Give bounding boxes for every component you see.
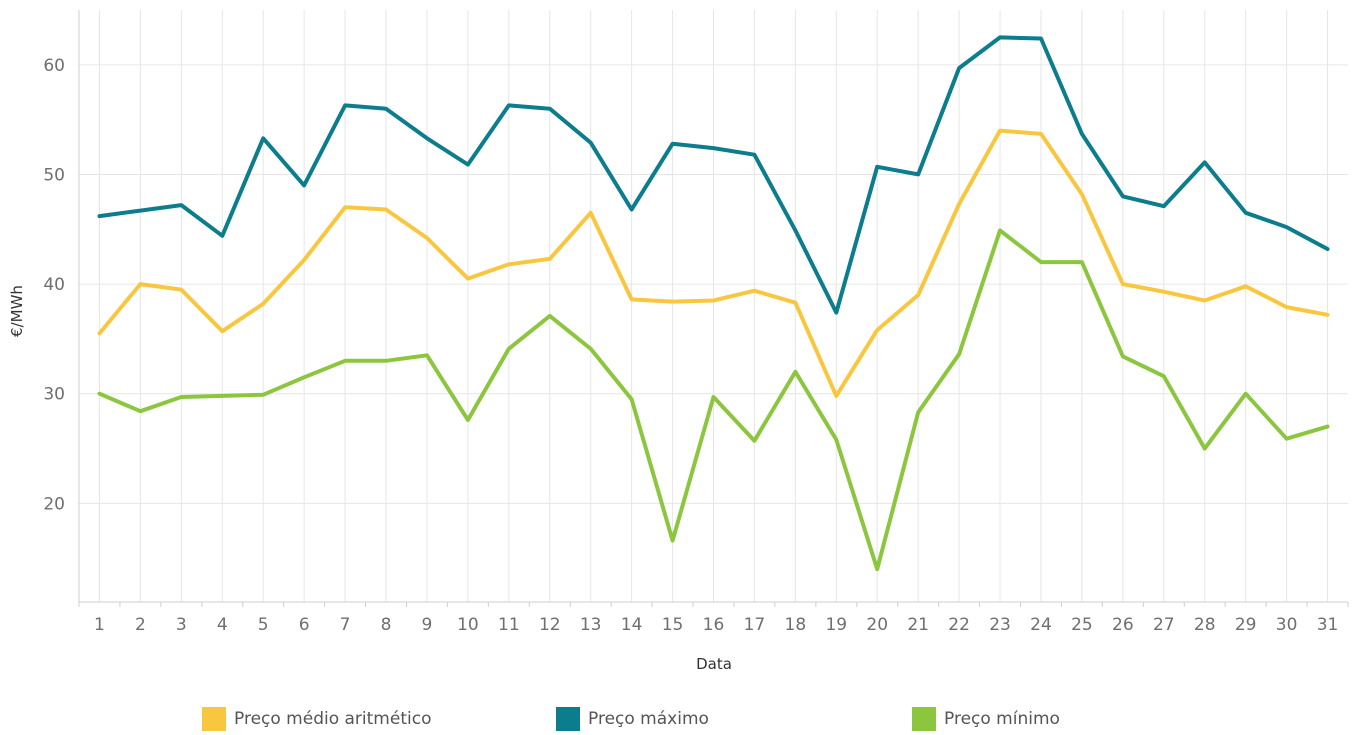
x-tick-label: 17 (744, 615, 766, 635)
legend-label-average: Preço médio aritmético (234, 709, 432, 729)
x-tick-label: 6 (299, 615, 310, 635)
y-axis-title: €/MWh (8, 285, 26, 337)
x-tick-label: 24 (1030, 615, 1052, 635)
x-tick-label: 25 (1071, 615, 1093, 635)
series-line-maximum[interactable] (97, 35, 1330, 315)
x-tick-label: 22 (948, 615, 970, 635)
x-tick-label: 16 (703, 615, 725, 635)
x-tick-label: 8 (381, 615, 392, 635)
y-tick-label: 30 (43, 385, 65, 405)
x-tick-label: 7 (340, 615, 351, 635)
x-tick-label: 3 (176, 615, 187, 635)
y-tick-label: 50 (43, 165, 65, 185)
legend-item-minimum[interactable]: Preço mínimo (912, 706, 1060, 732)
axes (78, 10, 1349, 607)
x-tick-label: 5 (258, 615, 269, 635)
x-tick-label: 9 (422, 615, 433, 635)
x-tick-label: 15 (662, 615, 684, 635)
x-tick-label: 12 (539, 615, 561, 635)
x-tick-label: 4 (217, 615, 228, 635)
legend-item-maximum[interactable]: Preço máximo (556, 706, 709, 732)
legend: Preço médio aritmético Preço máximo Preç… (0, 706, 1356, 734)
x-tick-label: 2 (135, 615, 146, 635)
x-tick-label: 29 (1235, 615, 1257, 635)
x-tick-label: 23 (989, 615, 1011, 635)
x-tick-label: 11 (498, 615, 520, 635)
y-tick-labels: 20 30 40 50 60 (43, 56, 65, 515)
series-line-minimum[interactable] (97, 228, 1330, 572)
x-tick-label: 1 (94, 615, 105, 635)
legend-label-minimum: Preço mínimo (944, 709, 1060, 729)
y-tick-label: 60 (43, 56, 65, 76)
x-tick-label: 27 (1153, 615, 1175, 635)
x-tick-label: 31 (1317, 615, 1339, 635)
x-tick-label: 26 (1112, 615, 1134, 635)
x-tick-label: 13 (580, 615, 602, 635)
series-line-average[interactable] (97, 128, 1330, 398)
series-lines (97, 35, 1330, 572)
legend-swatch-minimum (912, 707, 936, 731)
legend-item-average[interactable]: Preço médio aritmético (202, 706, 431, 732)
x-tick-label: 14 (621, 615, 643, 635)
gridlines (79, 10, 1348, 602)
x-tick-label: 19 (825, 615, 847, 635)
x-axis-title: Data (696, 655, 732, 673)
x-tick-label: 28 (1194, 615, 1216, 635)
x-tick-label: 10 (457, 615, 479, 635)
legend-label-maximum: Preço máximo (588, 709, 709, 729)
x-tick-label: 30 (1276, 615, 1298, 635)
legend-swatch-average (202, 707, 226, 731)
y-tick-label: 20 (43, 494, 65, 514)
x-tick-label: 21 (907, 615, 929, 635)
y-tick-label: 40 (43, 275, 65, 295)
x-tick-label: 20 (866, 615, 888, 635)
x-tick-label: 18 (785, 615, 807, 635)
x-tick-labels: 1 2 3 4 5 6 7 8 9 10 11 12 13 14 15 16 17 18 19 20 21 22 23 24 2… (94, 615, 1338, 635)
legend-swatch-maximum (556, 707, 580, 731)
